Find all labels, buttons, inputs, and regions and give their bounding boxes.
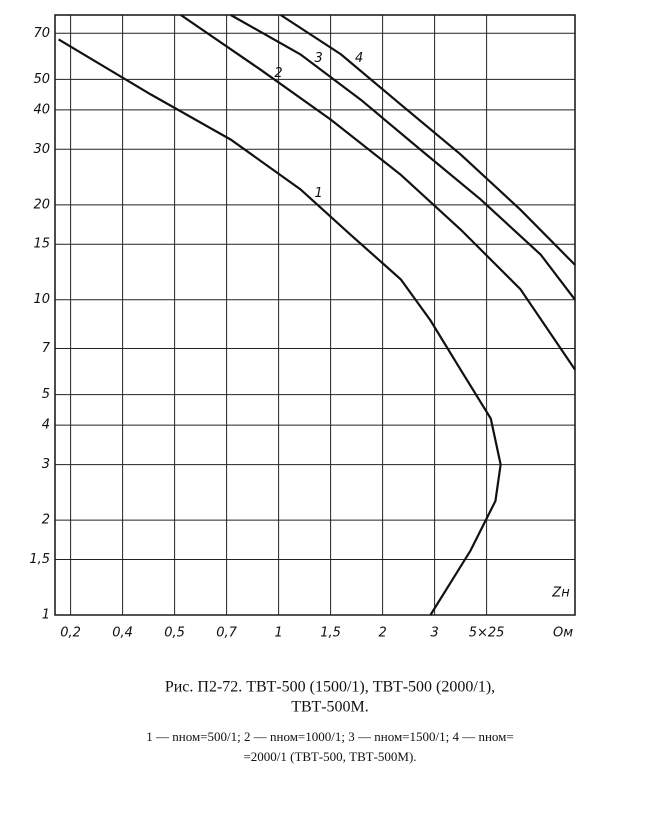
- x-tick-label: 0,4: [112, 626, 133, 641]
- curve-label: 2: [274, 66, 282, 81]
- note: 1 — nном=500/1; 2 — nном=1000/1; 3 — nно…: [146, 729, 514, 744]
- curve-label: 1: [314, 186, 322, 201]
- caption: ТВТ-500М.: [291, 699, 369, 716]
- line-series: [58, 38, 502, 616]
- y-tick-label: 40: [33, 102, 50, 117]
- x-tick-label: 0,5: [164, 626, 185, 641]
- curve-label: 4: [355, 51, 363, 66]
- x-tick-label: 5×25: [469, 626, 505, 641]
- curve-label: 3: [314, 51, 322, 66]
- y-tick-label: 70: [33, 26, 50, 41]
- y-tick-label: 2: [42, 513, 50, 528]
- x-unit: Ом: [553, 626, 573, 641]
- x-tick-label: 0,2: [60, 626, 81, 641]
- y-tick-label: 5: [42, 387, 50, 402]
- caption: Рис. П2-72. ТВТ-500 (1500/1), ТВТ-500 (2…: [165, 679, 495, 696]
- plot-frame: [54, 14, 576, 616]
- y-tick-label: 7: [42, 341, 51, 356]
- y-tick-label: 3: [42, 457, 50, 472]
- note: =2000/1 (ТВТ-500, ТВТ-500М).: [243, 749, 416, 764]
- y-tick-label: 1: [42, 608, 50, 623]
- line-series: [280, 14, 576, 266]
- y-tick-label: 10: [33, 292, 50, 307]
- x-axis-label: Zн: [551, 586, 570, 601]
- line-series: [230, 14, 576, 301]
- y-tick-label: 30: [33, 142, 50, 157]
- y-tick-label: 1,5: [29, 552, 50, 567]
- line-series: [180, 14, 576, 371]
- x-tick-label: 3: [430, 626, 438, 641]
- y-tick-label: 15: [33, 237, 50, 252]
- y-tick-label: 20: [33, 197, 50, 212]
- x-tick-label: 1: [274, 626, 282, 641]
- x-tick-label: 2: [378, 626, 386, 641]
- x-tick-label: 0,7: [216, 626, 237, 641]
- y-tick-label: 50: [33, 72, 50, 87]
- y-tick-label: 4: [42, 418, 50, 433]
- x-tick-label: 1,5: [320, 626, 341, 641]
